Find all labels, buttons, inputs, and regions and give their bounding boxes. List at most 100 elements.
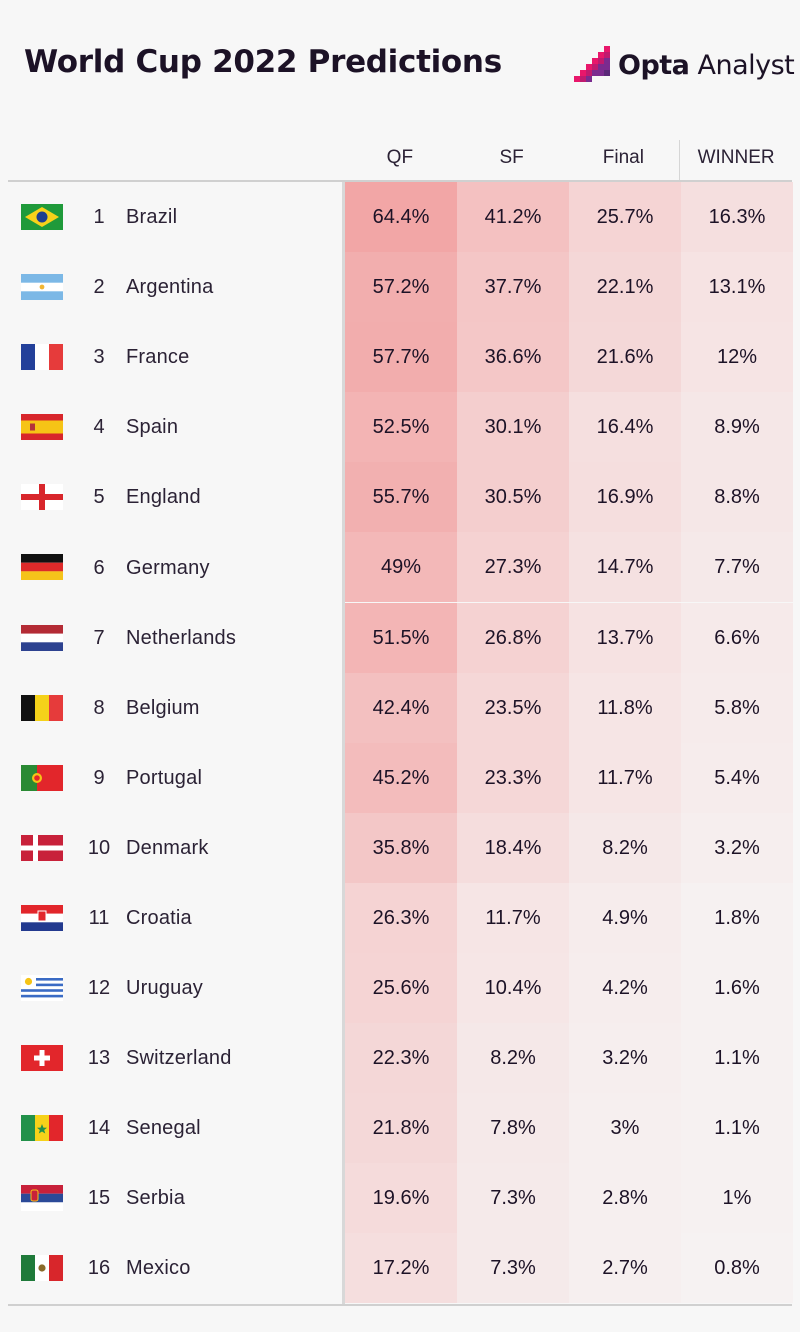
team-name: Belgium — [126, 696, 200, 719]
column-header-winner: WINNER — [679, 140, 792, 180]
cell-winner: 8.9% — [681, 392, 793, 463]
cell-sf: 7.8% — [457, 1093, 569, 1164]
cell-qf: 52.5% — [345, 392, 457, 463]
cell-final: 16.9% — [569, 462, 681, 533]
cell-winner: 3.2% — [681, 812, 793, 883]
cell-sf: 7.3% — [457, 1163, 569, 1234]
probability-cells: 26.3% 11.7% 4.9% 1.8% — [345, 882, 793, 953]
cell-winner: 1% — [681, 1163, 793, 1234]
opta-analyst-logo: Opta Analyst — [574, 44, 795, 86]
column-header-sf: SF — [499, 147, 524, 168]
cell-sf: 36.6% — [457, 322, 569, 393]
probability-cells: 19.6% 7.3% 2.8% 1% — [345, 1163, 793, 1234]
probability-cells: 22.3% 8.2% 3.2% 1.1% — [345, 1023, 793, 1094]
team-name: Senegal — [126, 1117, 201, 1140]
rank-label: 10 — [87, 836, 111, 859]
rank-label: 11 — [88, 906, 110, 929]
rank-label: 15 — [87, 1187, 111, 1210]
cell-sf: 30.1% — [457, 392, 569, 463]
cell-sf: 10.4% — [457, 953, 569, 1024]
rank-label: 16 — [87, 1257, 111, 1280]
serbia-flag-icon — [21, 1185, 63, 1212]
probability-cells: 57.2% 37.7% 22.1% 13.1% — [345, 252, 793, 323]
cell-final: 2.8% — [569, 1163, 681, 1234]
team-name: Mexico — [126, 1257, 191, 1280]
cell-final: 2.7% — [569, 1233, 681, 1304]
cell-final: 4.2% — [569, 953, 681, 1024]
cell-final: 16.4% — [569, 392, 681, 463]
cell-winner: 7.7% — [681, 532, 793, 603]
uruguay-flag-icon — [21, 975, 63, 1002]
england-flag-icon — [21, 484, 63, 511]
netherlands-flag-icon — [21, 624, 63, 651]
cell-qf: 42.4% — [345, 672, 457, 743]
probability-cells: 45.2% 23.3% 11.7% 5.4% — [345, 742, 793, 813]
rank-label: 14 — [87, 1117, 111, 1140]
probability-cells: 64.4% 41.2% 25.7% 16.3% — [345, 182, 793, 252]
table-row: 2 Argentina 57.2% 37.7% 22.1% 13.1% — [8, 252, 793, 323]
table-row: 10 Denmark 35.8% 18.4% 8.2% 3.2% — [8, 812, 793, 883]
cell-qf: 26.3% — [345, 882, 457, 953]
team-name: France — [126, 346, 190, 369]
cell-winner: 5.4% — [681, 742, 793, 813]
probability-cells: 55.7% 30.5% 16.9% 8.8% — [345, 462, 793, 533]
table-row: 13 Switzerland 22.3% 8.2% 3.2% 1.1% — [8, 1023, 793, 1094]
cell-final: 3.2% — [569, 1023, 681, 1094]
denmark-flag-icon — [21, 834, 63, 861]
cell-qf: 22.3% — [345, 1023, 457, 1094]
switzerland-flag-icon — [21, 1045, 63, 1072]
table-row: 4 Spain 52.5% 30.1% 16.4% 8.9% — [8, 392, 793, 463]
table-row: 3 France 57.7% 36.6% 21.6% 12% — [8, 322, 793, 393]
cell-qf: 55.7% — [345, 462, 457, 533]
cell-winner: 13.1% — [681, 252, 793, 323]
table-row: 9 Portugal 45.2% 23.3% 11.7% 5.4% — [8, 742, 793, 813]
table-row: 6 Germany 49% 27.3% 14.7% 7.7% — [8, 532, 793, 603]
rank-label: 6 — [93, 556, 105, 579]
team-name: Argentina — [126, 276, 214, 299]
cell-winner: 1.8% — [681, 882, 793, 953]
team-name: Spain — [126, 416, 179, 439]
team-name: Portugal — [126, 766, 203, 789]
cell-winner: 1.1% — [681, 1093, 793, 1164]
column-header-qf: QF — [386, 147, 414, 168]
cell-final: 4.9% — [569, 882, 681, 953]
cell-final: 11.7% — [569, 742, 681, 813]
table-row: 15 Serbia 19.6% 7.3% 2.8% 1% — [8, 1163, 793, 1234]
probability-cells: 17.2% 7.3% 2.7% 0.8% — [345, 1233, 793, 1304]
table-row: 12 Uruguay 25.6% 10.4% 4.2% 1.6% — [8, 953, 793, 1024]
cell-final: 11.8% — [569, 672, 681, 743]
probability-cells: 42.4% 23.5% 11.8% 5.8% — [345, 672, 793, 743]
table-row: 1 Brazil 64.4% 41.2% 25.7% 16.3% — [8, 182, 793, 252]
probability-cells: 49% 27.3% 14.7% 7.7% — [345, 532, 793, 603]
cell-qf: 45.2% — [345, 742, 457, 813]
cell-qf: 35.8% — [345, 812, 457, 883]
cell-sf: 37.7% — [457, 252, 569, 323]
team-name: Croatia — [126, 906, 192, 929]
cell-final: 25.7% — [569, 182, 681, 252]
cell-final: 21.6% — [569, 322, 681, 393]
rank-label: 2 — [93, 276, 105, 299]
cell-winner: 12% — [681, 322, 793, 393]
cell-qf: 57.7% — [345, 322, 457, 393]
rank-label: 1 — [93, 206, 105, 229]
table-top-rule — [8, 180, 792, 182]
france-flag-icon — [21, 344, 63, 371]
cell-final: 3% — [569, 1093, 681, 1164]
cell-qf: 51.5% — [345, 602, 457, 673]
probability-cells: 51.5% 26.8% 13.7% 6.6% — [345, 602, 793, 673]
table-row: 11 Croatia 26.3% 11.7% 4.9% 1.8% — [8, 882, 793, 953]
opta-logo-icon — [574, 46, 610, 82]
brazil-flag-icon — [21, 204, 63, 230]
table-row: 5 England 55.7% 30.5% 16.9% 8.8% — [8, 462, 793, 533]
cell-final: 22.1% — [569, 252, 681, 323]
cell-sf: 30.5% — [457, 462, 569, 533]
cell-winner: 1.1% — [681, 1023, 793, 1094]
cell-qf: 21.8% — [345, 1093, 457, 1164]
logo-brand: Opta — [618, 49, 690, 81]
table-bottom-rule — [8, 1304, 792, 1306]
cell-qf: 17.2% — [345, 1233, 457, 1304]
team-name: Netherlands — [126, 626, 237, 649]
cell-final: 8.2% — [569, 812, 681, 883]
cell-winner: 6.6% — [681, 602, 793, 673]
rank-label: 7 — [93, 626, 105, 649]
